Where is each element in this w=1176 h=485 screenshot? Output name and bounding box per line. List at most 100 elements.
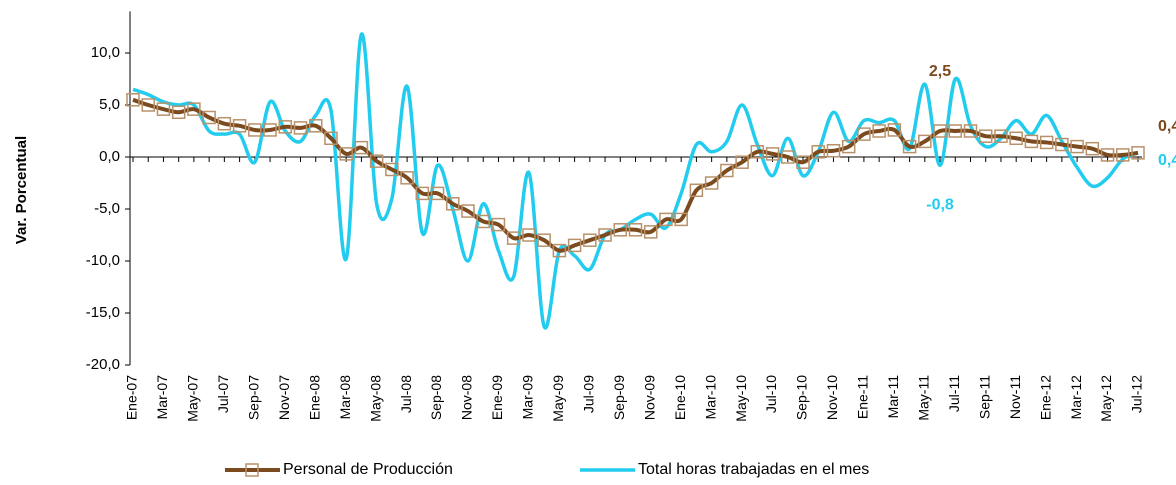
x-tick-label: Nov-09 [641,375,657,420]
y-tick-label: -20,0 [86,356,120,373]
marker [826,144,841,158]
marker [385,162,399,177]
y-tick-label: 0,0 [99,148,120,165]
marker [704,176,719,190]
marker [400,171,414,185]
marker [293,121,308,135]
marker [841,139,856,154]
marker [552,243,567,258]
x-tick-label: Jul-09 [581,375,597,413]
marker [933,124,947,138]
marker [461,204,475,218]
marker [217,116,232,131]
x-tick-label: Ene-09 [489,375,505,420]
marker [491,217,506,232]
x-tick-label: May-08 [367,375,383,422]
x-tick-label: Jul-10 [763,375,779,413]
marker [156,102,171,116]
marker [263,123,277,137]
marker [537,233,551,247]
marker [750,145,765,159]
marker [963,124,978,138]
marker [857,127,871,141]
x-tick-label: Nov-07 [276,375,292,420]
marker [765,147,780,161]
marker [720,163,734,178]
legend-marker [245,463,259,477]
x-tick-label: Sep-07 [246,375,262,420]
x-tick-label: Jul-12 [1129,375,1145,413]
marker [918,134,932,149]
marker [476,214,490,229]
marker [354,140,369,155]
marker [1100,148,1115,162]
marker [1116,148,1130,162]
x-tick-label: Ene-11 [855,375,871,419]
x-tick-label: May-07 [185,375,201,422]
x-tick-label: Ene-08 [306,375,322,420]
marker [598,228,612,242]
x-tick-label: May-10 [733,375,749,422]
marker [567,238,582,253]
x-tick-label: May-12 [1098,375,1114,422]
marker [613,223,628,237]
marker [522,228,536,242]
marker [689,183,704,198]
marker [1055,137,1069,152]
marker [369,154,384,168]
series-line [132,32,1139,330]
x-tick-label: Mar-11 [885,375,901,419]
marker [415,186,430,201]
x-tick-label: Nov-10 [824,375,840,420]
marker [781,150,795,164]
y-tick-label: -10,0 [86,252,120,269]
x-tick-label: Jul-08 [398,375,414,413]
marker [902,139,917,154]
x-tick-label: May-11 [916,375,932,421]
legend-label: Personal de Producción [283,461,453,478]
x-tick-label: Mar-07 [154,375,170,420]
marker [446,197,460,211]
value-label: 0,4 [1158,118,1176,135]
x-tick-label: Mar-10 [702,375,718,420]
x-tick-label: Jul-07 [215,375,231,413]
marker [796,155,810,169]
marker [735,155,749,169]
x-tick-label: Jul-11 [946,375,962,412]
x-tick-label: Ene-12 [1037,375,1053,420]
marker [628,223,643,237]
y-tick-label: 5,0 [99,96,120,113]
x-tick-label: Ene-07 [124,375,140,420]
marker [506,231,521,245]
marker [674,212,688,227]
marker [308,119,323,133]
x-tick-label: Nov-11 [1007,375,1023,419]
value-label: -0,8 [926,197,954,214]
marker [948,124,963,138]
marker [994,129,1008,143]
y-tick-label: -15,0 [86,304,120,321]
marker [171,105,186,120]
value-label: 0,4 [1158,152,1176,169]
y-tick-label: -5,0 [94,200,120,217]
y-tick-label: 10,0 [91,44,120,61]
marker [887,123,902,137]
x-tick-label: Mar-09 [520,375,536,420]
x-tick-label: Ene-10 [672,375,688,420]
marker [1070,139,1084,154]
marker [278,120,293,134]
series-line [132,97,1139,253]
marker [202,110,216,125]
marker [1009,131,1023,146]
marker [872,124,886,138]
marker [659,212,673,227]
marker [643,225,658,239]
x-tick-label: Sep-09 [611,375,627,420]
marker [324,131,338,146]
marker [126,93,140,107]
marker [1131,146,1145,160]
marker [430,186,445,201]
legend-label: Total horas trabajadas en el mes [638,461,869,478]
x-tick-label: May-09 [550,375,566,422]
